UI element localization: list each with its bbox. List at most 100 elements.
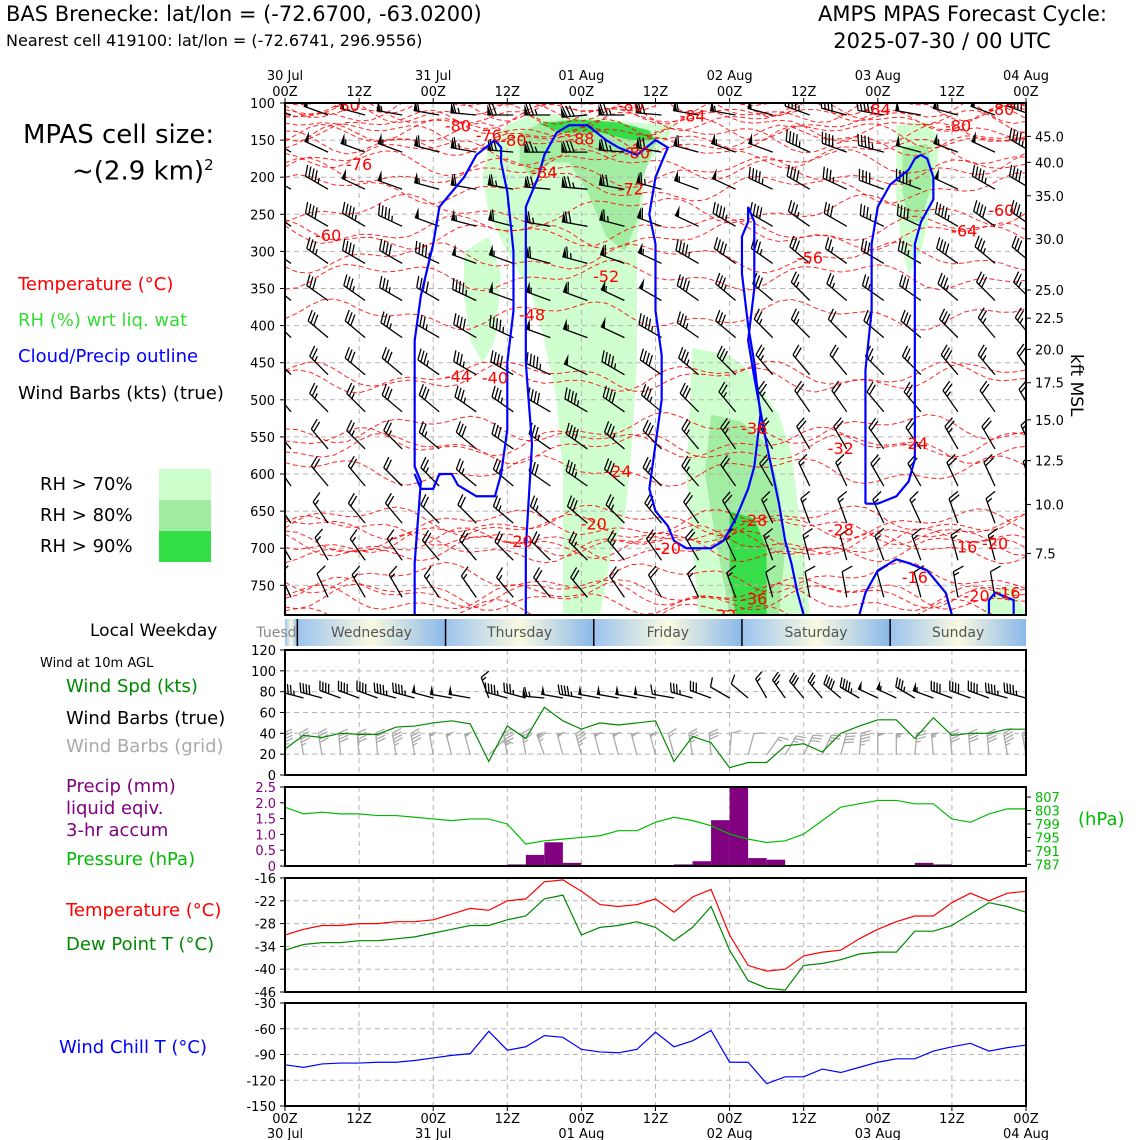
cross-section-wind-barb-pennant	[562, 246, 567, 258]
cross-section-wind-barb-half-flag	[723, 392, 728, 398]
cross-section-wind-barb	[376, 103, 403, 116]
cross-section-wind-barb-staff	[821, 107, 847, 116]
cross-section-wind-barb-staff	[715, 320, 737, 339]
cross-section-wind-barb-flag	[458, 281, 462, 293]
weekday-cell	[593, 619, 742, 646]
cross-section-wind-barb-staff	[859, 214, 885, 227]
cross-section-wind-barb	[310, 455, 329, 487]
cross-section-wind-barb-staff	[678, 357, 699, 376]
cross-section-wind-barb-flag	[1011, 166, 1016, 179]
cross-section-wind-barb-flag	[275, 168, 277, 179]
rh-region	[902, 143, 934, 222]
cross-section-wind-barb-flag	[387, 351, 393, 363]
cross-section-wind-barb-flag	[683, 492, 691, 503]
cross-section-wind-barb-flag	[789, 166, 794, 179]
cross-section-wind-barb	[383, 419, 403, 450]
cross-section-wind-barb	[748, 166, 773, 190]
true-wind-barb-staff	[789, 680, 805, 699]
temperature-contour-label: -20	[507, 532, 533, 551]
cross-section-wind-barb-half-flag	[761, 178, 764, 185]
cross-section-wind-barb-flag	[913, 565, 925, 573]
pressure-axis-label: 450	[250, 357, 275, 372]
cross-section-wind-barb-half-flag	[351, 536, 357, 543]
grid-wind-barb-flag	[949, 728, 960, 734]
cross-section-wind-barb-flag	[420, 456, 427, 468]
cross-section-wind-barb-flag	[719, 348, 726, 360]
cross-section-wind-barb-flag	[607, 353, 612, 366]
cross-section-wind-barb-flag	[572, 569, 580, 581]
cross-section-wind-barb-flag	[911, 527, 922, 537]
cross-section-wind-barb-flag	[867, 136, 870, 149]
cross-section-wind-barb	[285, 513, 292, 524]
true-wind-barb	[541, 685, 563, 699]
cross-section-wind-barb-pennant	[672, 103, 678, 112]
bottom-time-label: 12Z	[346, 1112, 372, 1127]
cross-section-wind-barb-flag	[536, 392, 541, 405]
cross-section-wind-barb-flag	[385, 242, 389, 255]
true-wind-barb	[522, 686, 545, 699]
cross-section-wind-barb	[866, 381, 885, 413]
cross-section-wind-barb-flag	[905, 384, 913, 396]
cross-section-wind-barb-staff	[641, 394, 662, 413]
cross-section-wind-barb-flag	[642, 137, 646, 150]
temperature-contour	[285, 412, 1026, 444]
cross-section-wind-barb	[859, 203, 885, 227]
cross-section-wind-barb-pennant	[562, 281, 568, 294]
cross-section-wind-barb-staff	[527, 398, 551, 413]
grid-wind-barb-flag	[709, 734, 719, 740]
cross-section-wind-barb-flag	[676, 103, 679, 112]
cross-section-wind-barb	[974, 235, 996, 264]
cross-section-wind-barb-staff	[420, 504, 440, 524]
cross-section-wind-barb-flag	[941, 241, 947, 253]
cross-section-wind-barb-flag	[863, 240, 868, 253]
cross-section-wind-barb-staff	[862, 285, 885, 302]
cross-section-wind-barb-pennant	[636, 171, 641, 184]
cross-section-wind-barb-staff	[388, 574, 403, 598]
true-wind-barb-staff	[541, 693, 563, 699]
cross-section-wind-barb-flag	[313, 421, 321, 433]
cross-section-wind-barb-staff	[285, 112, 292, 116]
cross-section-wind-barb	[942, 380, 959, 413]
cross-section-wind-barb-flag	[533, 390, 537, 403]
wind-speed-axis-tick-label: 100	[251, 665, 276, 680]
cross-section-wind-barb-flag	[786, 164, 790, 177]
cross-section-wind-barb-flag	[678, 240, 682, 253]
cross-section-wind-barb-half-flag	[1018, 281, 1022, 288]
cross-section-wind-barb-staff	[316, 573, 329, 598]
cross-section-wind-barb	[285, 458, 292, 487]
cross-section-wind-barb-flag	[1017, 240, 1023, 252]
cross-section-wind-barb-flag	[1018, 170, 1022, 182]
cross-section-wind-barb-flag	[978, 168, 982, 180]
temperature-contour	[285, 576, 1026, 610]
cross-section-wind-barb-half-flag	[354, 214, 357, 221]
cross-section-wind-barb	[490, 350, 514, 376]
cross-section-wind-barb-half-flag	[727, 572, 733, 577]
cross-section-wind-barb-pennant	[895, 134, 900, 147]
grid-wind-barb-staff	[612, 733, 620, 756]
true-wind-barb	[709, 677, 730, 699]
cross-section-wind-barb-flag	[866, 312, 872, 324]
cross-section-wind-barb-staff	[946, 462, 959, 487]
cross-section-wind-barb-half-flag	[610, 504, 615, 511]
precip-bar	[544, 842, 563, 866]
cross-section-wind-barb-staff	[825, 247, 848, 264]
cross-section-wind-barb-flag	[720, 384, 728, 396]
true-wind-barb-staff	[485, 691, 508, 699]
cross-section-wind-barb-staff	[490, 361, 514, 376]
cross-section-wind-barb-staff	[492, 468, 514, 487]
weekday-cell	[445, 619, 594, 646]
cross-section-wind-barb-flag	[568, 531, 575, 543]
true-wind-barb-flag	[984, 682, 987, 693]
cross-section-wind-barb	[285, 440, 292, 450]
cross-section-wind-barb-half-flag	[685, 429, 690, 435]
cross-section-wind-barb	[492, 458, 514, 487]
grid-wind-barb	[356, 728, 368, 756]
cross-section-wind-barb-flag	[644, 316, 649, 329]
top-date-label: 03 Aug	[855, 69, 901, 84]
cross-section-wind-barb-flag	[641, 314, 645, 327]
cross-section-wind-barb-flag	[792, 344, 800, 356]
cross-section-wind-barb	[829, 344, 848, 376]
grid-wind-barb-pennant	[896, 733, 906, 737]
cross-section-wind-barb-staff	[381, 357, 403, 376]
